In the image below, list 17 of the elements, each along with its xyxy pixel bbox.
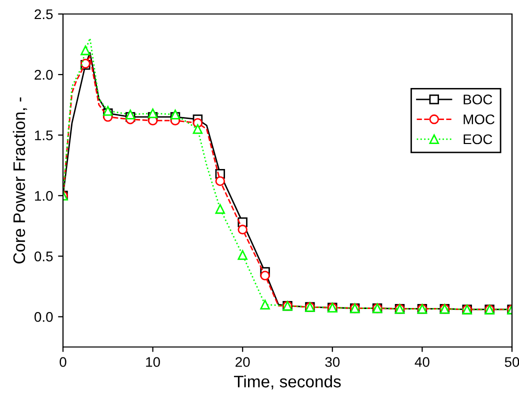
- x-tick-label: 20: [236, 357, 250, 367]
- y-tick-label: 2.0: [34, 70, 53, 80]
- y-tick-label: 1.0: [35, 190, 53, 201]
- y-tick-label: 2.5: [34, 9, 53, 20]
- y-axis-title: Core Power Fraction, -: [12, 97, 28, 264]
- x-axis-title: Time, seconds: [234, 375, 341, 390]
- y-tick-label: 1.5: [35, 130, 53, 140]
- x-tick-label: 10: [146, 357, 160, 367]
- y-tick-label: 0.5: [34, 252, 53, 262]
- x-tick-label: 50: [504, 357, 519, 367]
- legend-label: MOC: [464, 114, 494, 124]
- y-tick-label: 0.0: [34, 312, 53, 322]
- legend-label: EOC: [464, 134, 492, 144]
- x-tick-label: 0: [60, 357, 66, 367]
- x-tick-label: 30: [325, 357, 340, 367]
- x-tick-label: 40: [414, 357, 430, 367]
- legend-label: BOC: [464, 94, 492, 104]
